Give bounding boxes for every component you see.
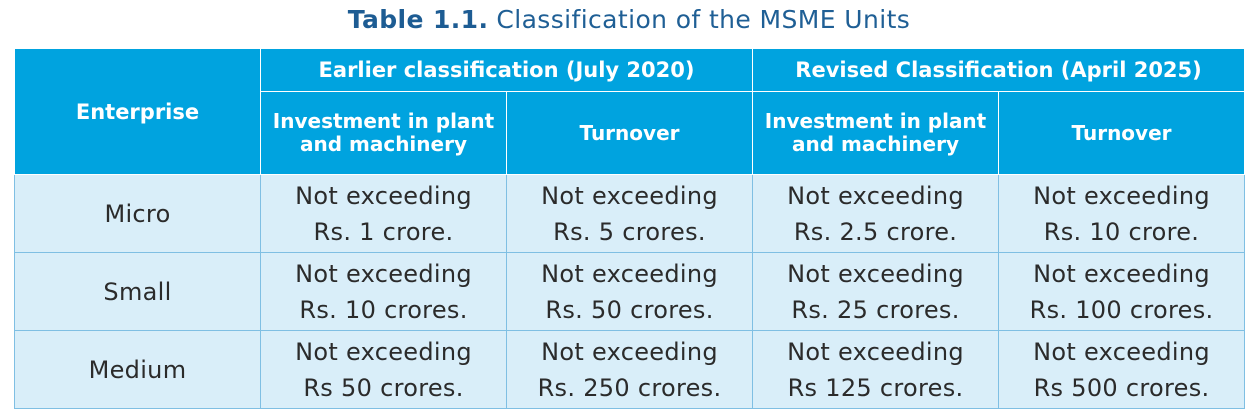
table-header: Enterprise Earlier classification (July … <box>14 48 1246 175</box>
table-cell: Not exceeding Rs. 250 crores. <box>505 330 754 409</box>
enterprise-cell: Small <box>14 252 261 331</box>
table-row: Small Not exceeding Rs. 10 crores. Not ex… <box>14 252 1246 331</box>
cell-line: Not exceeding <box>1033 181 1210 210</box>
table-caption: Table 1.1. Classification of the MSME Uni… <box>0 4 1258 36</box>
cell-line: Not exceeding <box>1033 259 1210 288</box>
table-caption-label: Table 1.1. <box>347 5 489 34</box>
cell-line: Rs. 5 crores. <box>553 217 706 246</box>
table-body: Micro Not exceeding Rs. 1 crore. Not exce… <box>14 174 1246 409</box>
subheader-revised-turnover: Turnover <box>998 91 1246 175</box>
cell-line: Not exceeding <box>541 337 718 366</box>
header-group-earlier: Earlier classification (July 2020) <box>259 48 754 92</box>
subheader-earlier-investment: Investment in plant and machinery <box>260 91 507 175</box>
cell-line: Not exceeding <box>1033 337 1210 366</box>
cell-line: Not exceeding <box>787 259 964 288</box>
table-cell: Not exceeding Rs. 1 crore. <box>260 174 507 253</box>
cell-line: Rs. 1 crore. <box>313 217 454 246</box>
subheader-line: Investment in plant <box>272 109 495 133</box>
table-cell: Not exceeding Rs 500 crores. <box>998 330 1246 409</box>
cell-line: Rs 500 crores. <box>1033 373 1210 402</box>
subheader-earlier-turnover: Turnover <box>505 91 754 175</box>
table-cell: Not exceeding Rs. 2.5 crore. <box>752 174 1000 253</box>
subheader-line: Turnover <box>1071 120 1172 145</box>
cell-line: Rs. 100 crores. <box>1029 295 1214 324</box>
table-cell: Not exceeding Rs. 10 crores. <box>260 252 507 331</box>
cell-line: Rs. 2.5 crore. <box>793 217 958 246</box>
header-group-revised: Revised Classification (April 2025) <box>752 48 1246 92</box>
cell-line: Not exceeding <box>787 181 964 210</box>
cell-line: Rs. 50 crores. <box>545 295 714 324</box>
cell-line: Rs 50 crores. <box>303 373 464 402</box>
cell-line: Rs. 10 crore. <box>1043 217 1200 246</box>
table-cell: Not exceeding Rs 125 crores. <box>752 330 1000 409</box>
subheader-line: and machinery <box>299 132 467 156</box>
table-cell: Not exceeding Rs. 10 crore. <box>998 174 1246 253</box>
subheader-line: and machinery <box>792 132 960 156</box>
table-cell: Not exceeding Rs. 50 crores. <box>505 252 754 331</box>
table-row: Micro Not exceeding Rs. 1 crore. Not exce… <box>14 174 1246 253</box>
table-cell: Not exceeding Rs. 5 crores. <box>505 174 754 253</box>
cell-line: Rs. 10 crores. <box>299 295 468 324</box>
cell-line: Not exceeding <box>295 337 472 366</box>
cell-line: Not exceeding <box>295 181 472 210</box>
header-row-subheaders: Investment in plant and machinery Turnov… <box>15 91 1246 175</box>
table-row: Medium Not exceeding Rs 50 crores. Not ex… <box>14 330 1246 409</box>
cell-line: Rs. 25 crores. <box>791 295 960 324</box>
table-cell: Not exceeding Rs. 100 crores. <box>998 252 1246 331</box>
subheader-line: Turnover <box>579 120 680 145</box>
cell-line: Not exceeding <box>295 259 472 288</box>
msme-classification-table: Enterprise Earlier classification (July … <box>14 48 1246 409</box>
enterprise-cell: Medium <box>14 330 261 409</box>
cell-line: Not exceeding <box>541 181 718 210</box>
subheader-revised-investment: Investment in plant and machinery <box>752 91 1000 175</box>
subheader-line: Investment in plant <box>764 109 987 133</box>
table-cell: Not exceeding Rs. 25 crores. <box>752 252 1000 331</box>
cell-line: Not exceeding <box>787 337 964 366</box>
cell-line: Rs. 250 crores. <box>537 373 722 402</box>
header-row-groups: Enterprise Earlier classification (July … <box>14 48 1246 175</box>
table-cell: Not exceeding Rs 50 crores. <box>260 330 507 409</box>
table-caption-text: Classification of the MSME Units <box>496 5 911 34</box>
enterprise-cell: Micro <box>14 174 261 253</box>
header-enterprise: Enterprise <box>14 48 261 175</box>
cell-line: Not exceeding <box>541 259 718 288</box>
cell-line: Rs 125 crores. <box>787 373 964 402</box>
